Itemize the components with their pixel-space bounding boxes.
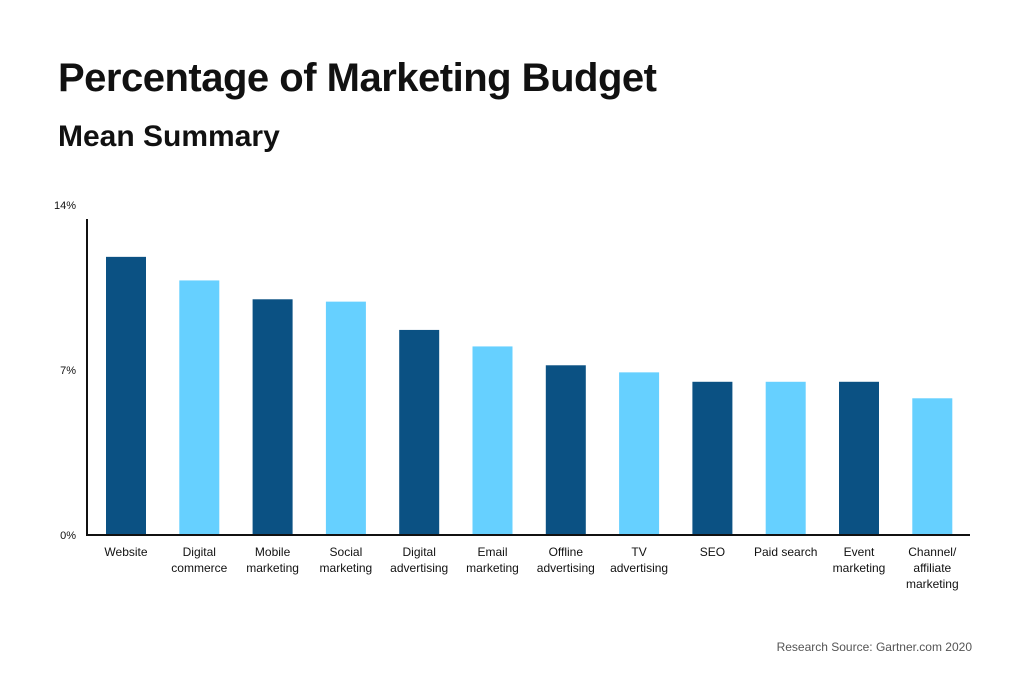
bar-email-marketing — [472, 346, 513, 535]
bar-website — [106, 256, 146, 535]
x-tick-label: Digital advertising — [390, 545, 448, 575]
x-tick-label: Email marketing — [466, 545, 519, 575]
source-note: Research Source: Gartner.com 2020 — [776, 640, 972, 654]
bar-seo — [692, 381, 733, 535]
bars-group — [106, 256, 953, 535]
bar-social-marketing — [325, 301, 366, 535]
y-tick-label: 14% — [54, 200, 76, 212]
bar-digital-commerce — [179, 280, 220, 535]
x-tick-label: Mobile marketing — [246, 545, 299, 575]
chart-title: Percentage of Marketing Budget — [58, 56, 657, 100]
bar-channel-affiliate-marketing — [912, 398, 953, 535]
x-axis-labels: Website Digital commerce Mobile marketing Soc… — [104, 545, 958, 591]
y-tick-label: 0% — [60, 530, 76, 542]
x-tick-label: Offline advertising — [537, 545, 595, 575]
bar-tv-advertising — [619, 372, 660, 535]
x-tick-label: Event marketing — [833, 545, 886, 575]
bar-mobile-marketing — [252, 299, 293, 535]
bar-event-marketing — [839, 381, 879, 535]
y-tick-label: 7% — [60, 365, 76, 377]
x-tick-label: Channel/affiliate marketing — [906, 545, 959, 591]
y-axis-ticks: 0% 7% 14% — [54, 200, 76, 542]
bar-offline-advertising — [545, 365, 586, 535]
x-tick-label: Paid search — [754, 545, 817, 559]
x-tick-label: Social marketing — [320, 545, 373, 575]
bar-digital-advertising — [399, 329, 440, 535]
x-tick-label: Website — [104, 545, 147, 559]
bar-paid-search — [765, 381, 806, 535]
x-tick-label: TV advertising — [610, 545, 668, 575]
x-tick-label: Digital commerce — [171, 545, 227, 575]
x-tick-label: SEO — [700, 545, 725, 559]
chart-subtitle: Mean Summary — [58, 120, 280, 153]
